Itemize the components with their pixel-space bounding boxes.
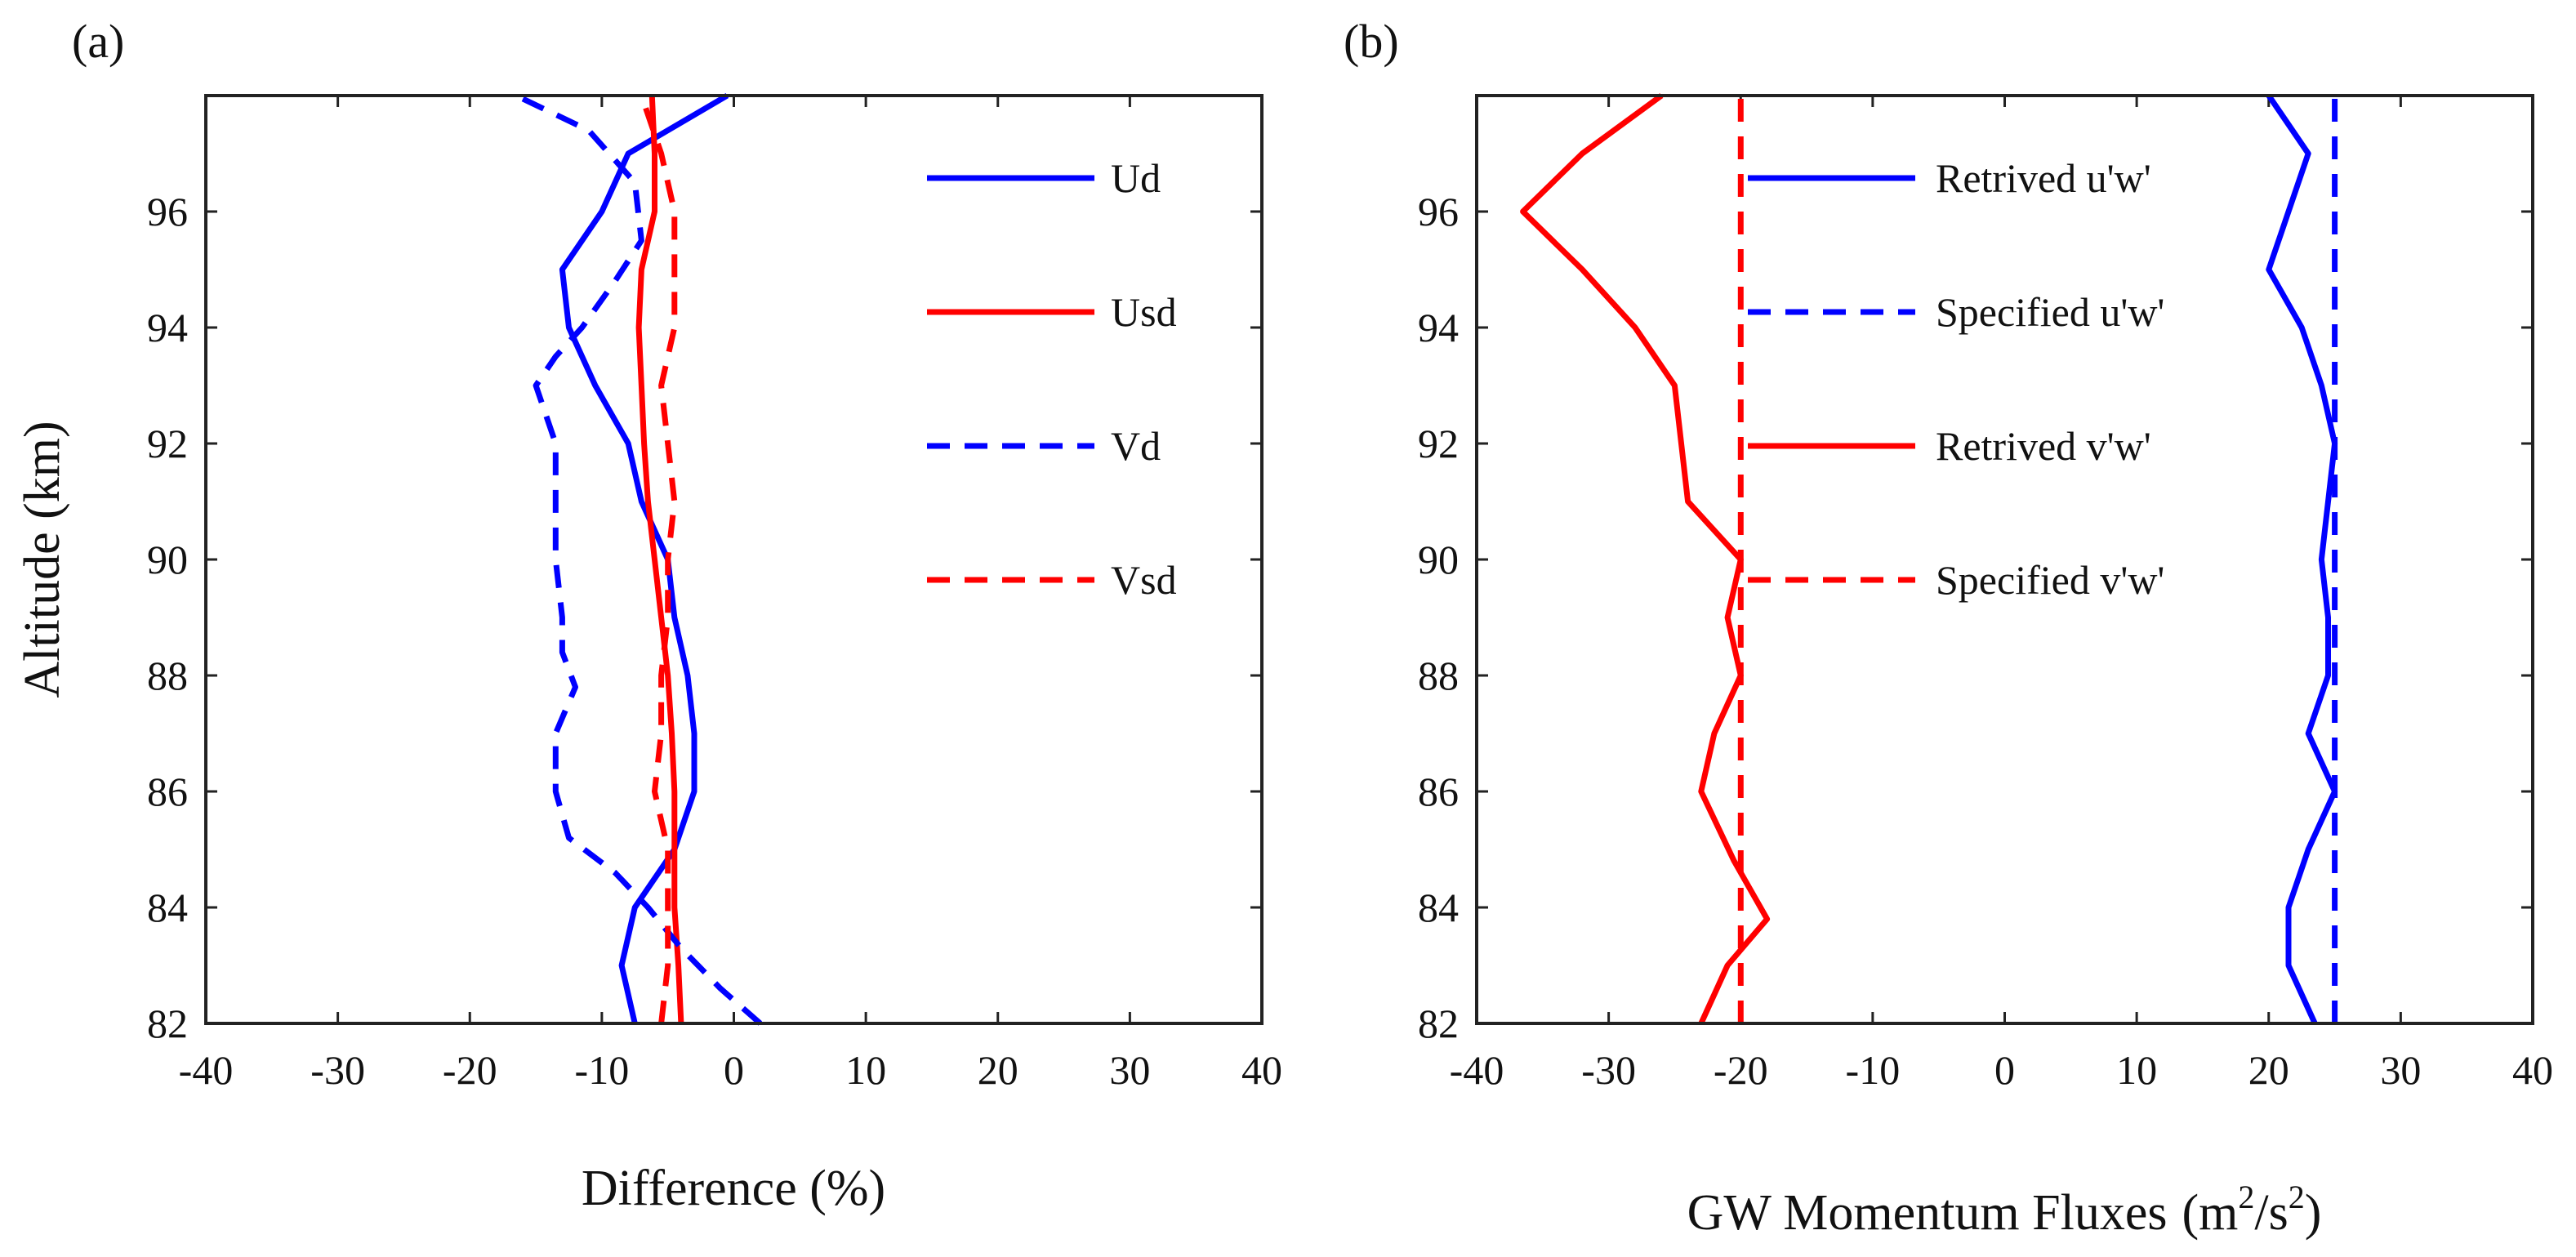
panel-b-label: (b) <box>1344 15 1399 68</box>
y-tick-label: 96 <box>147 189 188 234</box>
y-tick-label: 82 <box>1418 1001 1459 1046</box>
series-line-vsd <box>639 94 678 1024</box>
x-tick-label: -30 <box>310 1047 365 1093</box>
panel-a-axes-box <box>204 94 1263 1025</box>
panel-b-xlabel-unit-sup1: 2 <box>2238 1179 2254 1215</box>
x-tick-label: 30 <box>2380 1047 2421 1093</box>
panel-a-xlabel: Difference (%) <box>582 1161 885 1216</box>
x-tick-label: -40 <box>1450 1047 1504 1093</box>
panel-b-xlabel-unit-close: ) <box>2305 1185 2322 1241</box>
legend-label-usd: Usd <box>1111 289 1177 335</box>
y-tick-label: 94 <box>1418 305 1459 350</box>
panel-b-xlabel-main: GW Momentum Fluxes <box>1687 1185 2168 1241</box>
panel-b-xlabel-unit-mid: /s <box>2254 1185 2288 1241</box>
series-line-usd <box>635 95 684 1024</box>
y-tick-label: 86 <box>147 769 188 814</box>
y-tick-label: 88 <box>147 653 188 698</box>
panel-b-xlabel-unit-open: (m <box>2182 1185 2238 1241</box>
legend-label-retrived-v-w: Retrived v'w' <box>1936 423 2151 469</box>
y-tick-label: 96 <box>1418 189 1459 234</box>
panel-b-ticks: -40 -30 -20 -10 0 10 20 30 40 82 84 86 88 90 92 94 96 <box>1418 96 2553 1093</box>
legend-label-specified-v-w: Specified v'w' <box>1936 557 2164 603</box>
panel-b: (b) -40 -30 -20 -10 0 10 20 30 40 82 84 86 88 90 92 94 9… <box>1344 15 2553 1241</box>
legend-label-vsd: Vsd <box>1111 557 1177 603</box>
y-tick-label: 82 <box>147 1001 188 1046</box>
y-tick-label: 94 <box>147 305 188 350</box>
y-tick-label: 88 <box>1418 653 1459 698</box>
x-tick-label: 0 <box>724 1047 744 1093</box>
legend-label-ud: Ud <box>1111 155 1161 201</box>
y-tick-label: 86 <box>1418 769 1459 814</box>
panel-b-legend: Retrived u'w' Specified u'w' Retrived v'w'… <box>1748 155 2164 603</box>
legend-label-retrived-u-w: Retrived u'w' <box>1936 155 2151 201</box>
panel-a-label: (a) <box>72 15 124 68</box>
panel-b-xlabel-unit-sup2: 2 <box>2289 1179 2305 1215</box>
x-tick-label: -10 <box>575 1047 630 1093</box>
x-tick-label: -20 <box>1714 1047 1768 1093</box>
panel-b-axes-box <box>1475 94 2534 1025</box>
panel-a-ticks: -40 -30 -20 -10 0 10 20 30 40 82 84 86 88 90 92 94 96 <box>147 96 1282 1093</box>
legend-label-specified-u-w: Specified u'w' <box>1936 289 2164 335</box>
legend-label-vd: Vd <box>1111 423 1161 469</box>
panel-a-series <box>515 92 763 1026</box>
series-line-retrived-u-w <box>2266 94 2338 1025</box>
panel-b-series <box>1520 93 2338 1025</box>
x-tick-label: -10 <box>1846 1047 1901 1093</box>
y-tick-label: 90 <box>147 537 188 582</box>
y-tick-label: 92 <box>147 421 188 466</box>
panel-b-xlabel: GW Momentum Fluxes (m2/s2) <box>1687 1179 2322 1241</box>
y-tick-label: 84 <box>147 885 188 930</box>
x-tick-label: 10 <box>845 1047 886 1093</box>
y-tick-label: 92 <box>1418 421 1459 466</box>
x-tick-label: -30 <box>1581 1047 1636 1093</box>
panel-a: (a) -40 -30 -20 -10 0 10 20 30 40 82 84 86 88 90 92 94 9… <box>15 15 1282 1216</box>
x-tick-label: -40 <box>179 1047 234 1093</box>
y-tick-label: 84 <box>1418 885 1459 930</box>
x-tick-label: -20 <box>443 1047 497 1093</box>
series-line-retrived-v-w <box>1520 93 1771 1025</box>
x-tick-label: 40 <box>1241 1047 1282 1093</box>
panel-a-ylabel: Altitude (km) <box>15 421 70 698</box>
y-tick-label: 90 <box>1418 537 1459 582</box>
x-tick-label: 20 <box>2248 1047 2289 1093</box>
x-tick-label: 10 <box>2116 1047 2157 1093</box>
x-tick-label: 30 <box>1109 1047 1150 1093</box>
x-tick-label: 0 <box>1994 1047 2015 1093</box>
x-tick-label: 40 <box>2512 1047 2553 1093</box>
panel-a-legend: Ud Usd Vd Vsd <box>927 155 1177 603</box>
x-tick-label: 20 <box>978 1047 1018 1093</box>
